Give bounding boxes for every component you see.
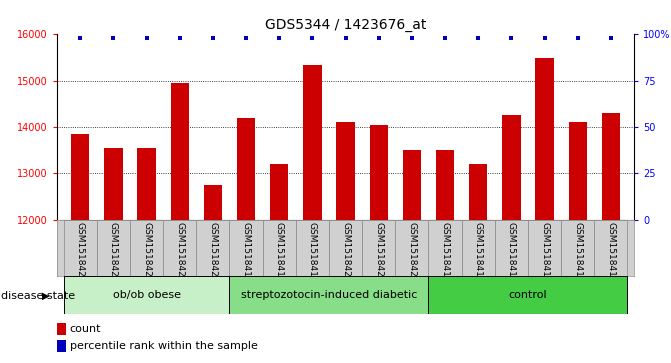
Text: ob/ob obese: ob/ob obese	[113, 290, 180, 300]
Point	[274, 35, 285, 41]
Bar	[595, 220, 627, 276]
Point	[108, 35, 119, 41]
Bar	[362, 220, 395, 276]
Text: GSM1518427: GSM1518427	[209, 223, 217, 283]
Text: GSM1518416: GSM1518416	[607, 223, 615, 283]
Bar	[229, 276, 429, 314]
Bar	[395, 220, 429, 276]
Point	[373, 35, 384, 41]
Point	[572, 35, 583, 41]
Text: GSM1518426: GSM1518426	[175, 223, 185, 283]
Bar	[469, 164, 487, 363]
Bar	[138, 148, 156, 363]
Point	[207, 35, 218, 41]
Text: GSM1518417: GSM1518417	[242, 223, 250, 283]
Text: count: count	[70, 323, 101, 334]
Bar	[57, 340, 66, 352]
Bar	[602, 113, 620, 363]
Bar	[561, 220, 595, 276]
Bar	[296, 220, 329, 276]
Bar	[535, 58, 554, 363]
Point	[407, 35, 417, 41]
Bar	[503, 115, 521, 363]
Bar	[403, 150, 421, 363]
Bar	[104, 148, 123, 363]
Point	[440, 35, 450, 41]
Text: GSM1518421: GSM1518421	[374, 223, 383, 283]
Text: GSM1518423: GSM1518423	[76, 223, 85, 283]
Bar	[262, 220, 296, 276]
Bar	[495, 220, 528, 276]
Text: GSM1518418: GSM1518418	[274, 223, 284, 283]
Bar	[71, 134, 89, 363]
Bar	[64, 220, 97, 276]
Text: disease state: disease state	[1, 291, 74, 301]
Text: GSM1518411: GSM1518411	[441, 223, 450, 283]
Point	[241, 35, 252, 41]
Text: GSM1518413: GSM1518413	[507, 223, 516, 283]
Bar	[237, 118, 255, 363]
Text: streptozotocin-induced diabetic: streptozotocin-induced diabetic	[241, 290, 417, 300]
Bar	[97, 220, 130, 276]
Bar	[429, 220, 462, 276]
Bar	[336, 122, 355, 363]
Bar	[568, 122, 587, 363]
Bar	[170, 83, 189, 363]
Point	[506, 35, 517, 41]
Bar	[329, 220, 362, 276]
Text: GSM1518412: GSM1518412	[474, 223, 482, 283]
Text: GSM1518420: GSM1518420	[341, 223, 350, 283]
Text: GSM1518425: GSM1518425	[142, 223, 151, 283]
Bar	[64, 276, 229, 314]
Bar	[229, 220, 262, 276]
Bar	[57, 323, 66, 335]
Bar	[197, 220, 229, 276]
Text: percentile rank within the sample: percentile rank within the sample	[70, 341, 258, 351]
Text: GSM1518419: GSM1518419	[308, 223, 317, 283]
Point	[174, 35, 185, 41]
Point	[340, 35, 351, 41]
Point	[307, 35, 318, 41]
Text: GSM1518415: GSM1518415	[573, 223, 582, 283]
Point	[473, 35, 484, 41]
Title: GDS5344 / 1423676_at: GDS5344 / 1423676_at	[265, 18, 426, 32]
Text: control: control	[509, 290, 548, 300]
Text: GSM1518414: GSM1518414	[540, 223, 549, 283]
Bar	[303, 65, 321, 363]
Bar	[130, 220, 163, 276]
Bar	[163, 220, 197, 276]
Text: ▶: ▶	[42, 291, 49, 301]
Bar	[462, 220, 495, 276]
Text: GSM1518424: GSM1518424	[109, 223, 118, 283]
Point	[141, 35, 152, 41]
Point	[75, 35, 86, 41]
Bar	[270, 164, 289, 363]
Point	[539, 35, 550, 41]
Bar	[436, 150, 454, 363]
Bar	[429, 276, 627, 314]
Bar	[370, 125, 388, 363]
Point	[605, 35, 616, 41]
Bar	[204, 185, 222, 363]
Bar	[528, 220, 561, 276]
Text: GSM1518422: GSM1518422	[407, 223, 417, 283]
